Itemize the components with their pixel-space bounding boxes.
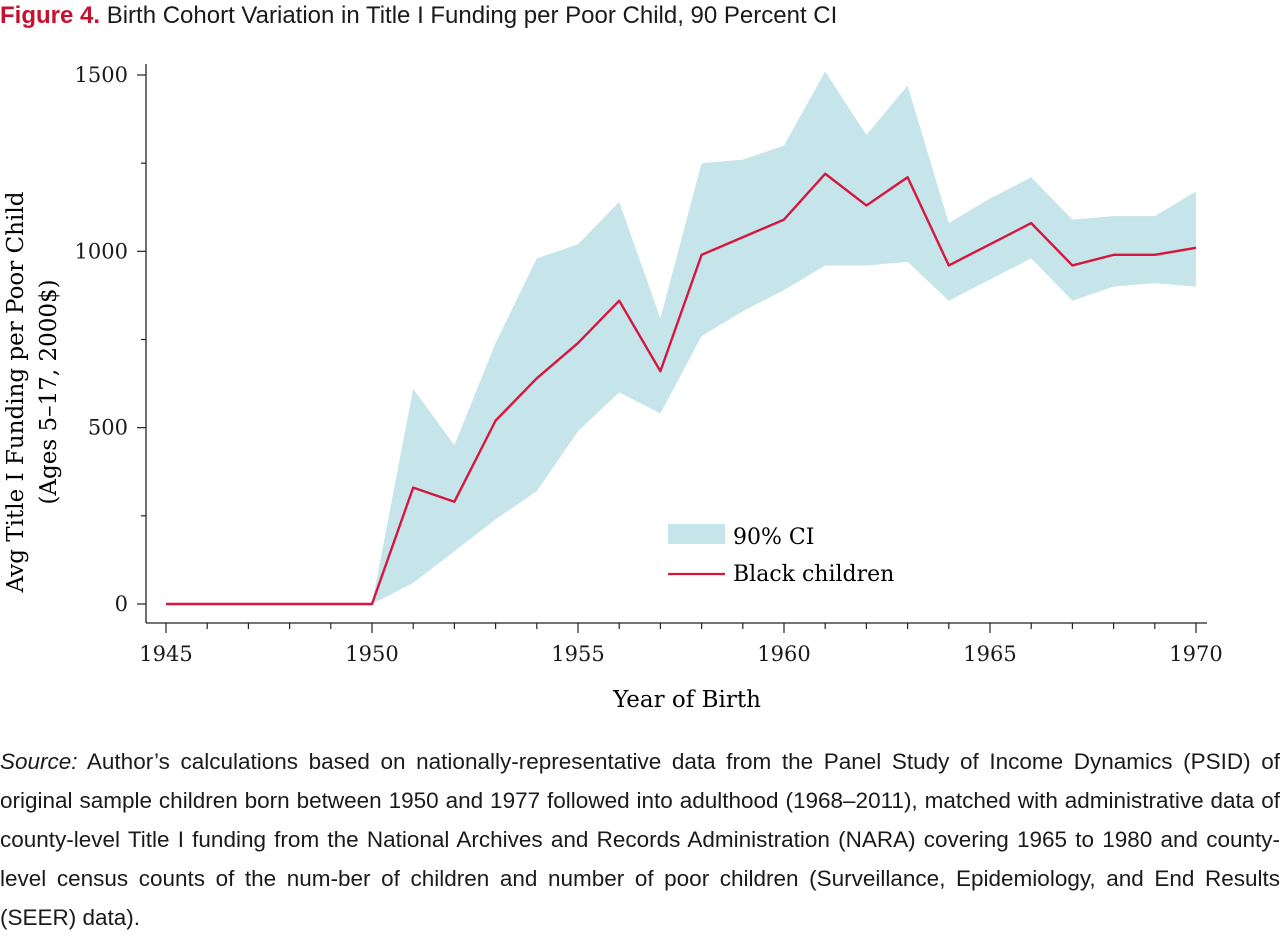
- ci-band-layer: [166, 71, 1196, 605]
- y-tick-label: 1000: [75, 239, 128, 263]
- legend-swatch-ci: [668, 524, 725, 544]
- series-line-black-children: [166, 172, 1197, 606]
- figure-title: Birth Cohort Variation in Title I Fundin…: [106, 2, 838, 29]
- y-tick-label: 0: [115, 592, 128, 616]
- x-tick-label: 1965: [963, 642, 1016, 666]
- y-tick-label: 500: [88, 416, 128, 440]
- x-tick-label: 1945: [139, 642, 192, 666]
- x-axis-title: Year of Birth: [612, 687, 761, 713]
- x-tick-label: 1950: [345, 642, 398, 666]
- y-axis-title-line-1: Avg Title I Funding per Poor Child: [3, 191, 29, 593]
- x-tick-label: 1955: [551, 642, 604, 666]
- y-tick-label: 1500: [75, 63, 128, 87]
- series-line-layer: [166, 172, 1197, 606]
- y-axis-title-line-2: (Ages 5–17, 2000$): [36, 279, 62, 504]
- ci-band-area: [166, 71, 1196, 605]
- x-tick-label: 1960: [757, 642, 810, 666]
- line-chart: 0 500 1000 1500 1945 1950 1955 1960 1965 1970 90%…: [3, 63, 1223, 713]
- figure-heading: Figure 4. Birth Cohort Variation in Titl…: [0, 0, 837, 32]
- source-note: Source: Author’s calculations based on n…: [0, 742, 1280, 937]
- legend-label-ci: 90% CI: [733, 525, 814, 550]
- source-lead: Source:: [0, 749, 78, 774]
- source-text: Author’s calculations based on nationall…: [0, 749, 1280, 930]
- x-tick-label: 1970: [1169, 642, 1222, 666]
- axes: 0 500 1000 1500 1945 1950 1955 1960 1965 1970: [75, 63, 1223, 666]
- figure-label: Figure 4.: [0, 2, 101, 29]
- legend-label-line: Black children: [733, 562, 894, 587]
- chart-legend: 90% CI Black children: [668, 524, 894, 587]
